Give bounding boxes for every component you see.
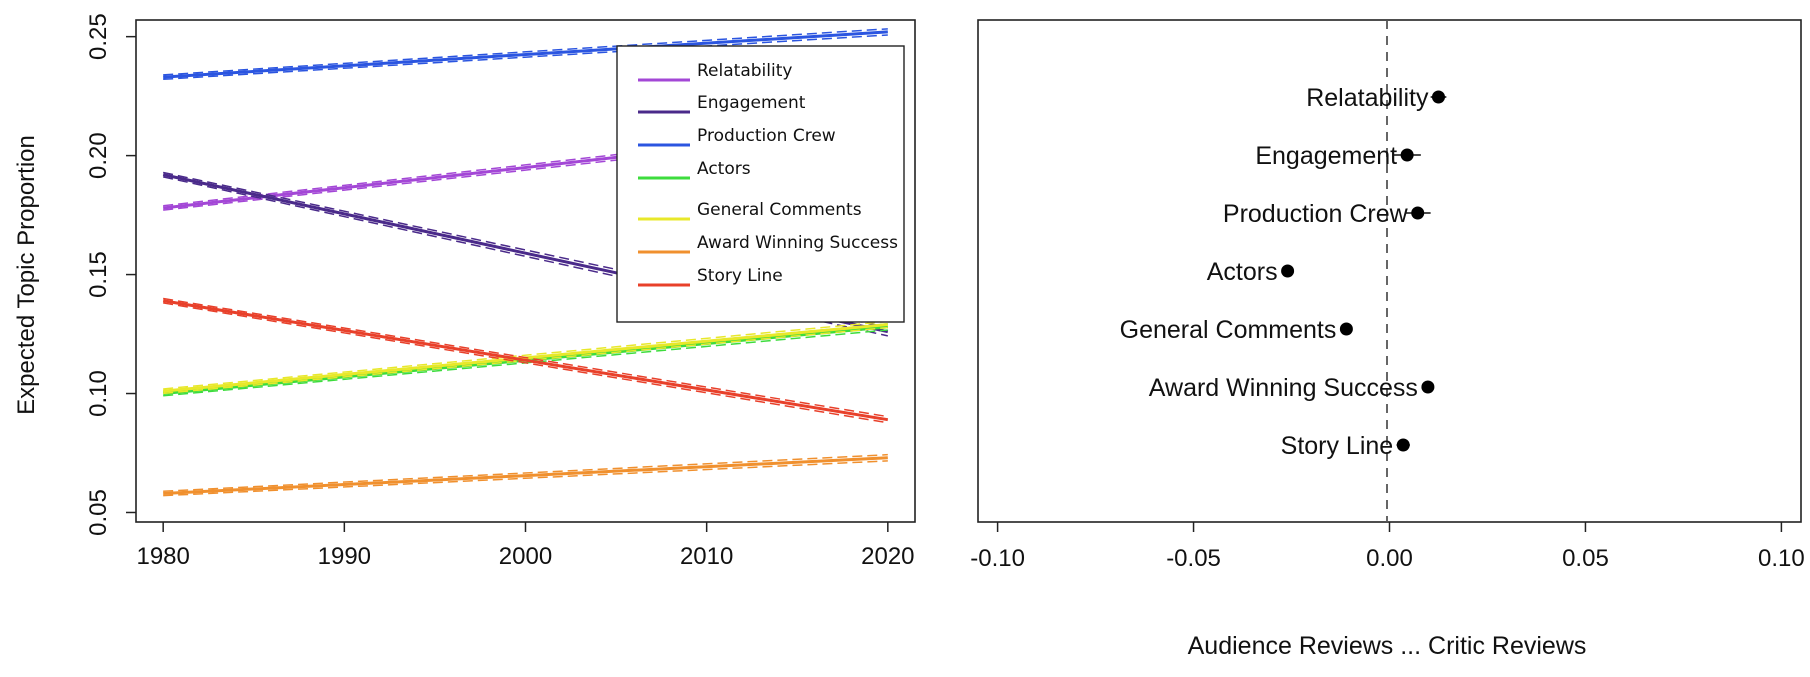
x-tick-label: 2000 (499, 543, 552, 570)
point-label: Engagement (1255, 142, 1397, 170)
point-estimate (1421, 380, 1435, 394)
legend-label: Engagement (697, 93, 806, 113)
legend: Relatability Engagement Production Crew Act… (616, 45, 905, 323)
legend-item: Actors (638, 159, 751, 180)
x-axis-label: Audience Reviews ... Critic Reviews (1188, 632, 1587, 660)
series-production-crew (163, 28, 888, 81)
legend-label: Story Line (697, 266, 783, 286)
series-award-winning-success (163, 453, 888, 497)
confidence-band-upper (163, 320, 888, 390)
legend-item: Story Line (638, 266, 783, 287)
y-axis: 0.05 0.10 0.15 0.20 0.25 (85, 13, 136, 536)
point-estimate (1431, 90, 1445, 104)
legend-label: Actors (697, 159, 751, 179)
y-tick-label: 0.25 (85, 13, 112, 60)
coefficient-plot-panel: Relatability Engagement Production Crew Act… (970, 19, 1805, 660)
legend-item: Engagement (638, 93, 806, 114)
coefficient-row: Actors (1207, 258, 1295, 286)
legend-item: Relatability (638, 61, 792, 82)
coefficient-row: Relatability (1306, 84, 1447, 112)
point-label: Actors (1207, 258, 1278, 286)
series-story-line (162, 297, 889, 424)
y-axis-label: Expected Topic Proportion (13, 135, 40, 415)
legend-items: Relatability Engagement Production Crew Act… (638, 61, 898, 287)
legend-label: General Comments (697, 200, 862, 220)
point-label: General Comments (1120, 316, 1337, 344)
point-label: Relatability (1306, 84, 1429, 112)
y-tick-label: 0.10 (85, 370, 112, 417)
coefficient-row: Engagement (1255, 142, 1421, 170)
legend-box (616, 45, 905, 323)
legend-item: Production Crew (638, 126, 836, 147)
coefficient-row: Award Winning Success (1149, 374, 1435, 402)
point-estimate (1339, 322, 1353, 336)
x-tick-label: 2020 (861, 543, 914, 570)
y-tick-label: 0.20 (85, 132, 112, 179)
confidence-band-lower (163, 34, 888, 81)
coefficient-row: General Comments (1120, 316, 1353, 344)
legend-item: Award Winning Success (638, 233, 898, 254)
confidence-band-upper (163, 28, 888, 76)
point-estimate (1400, 148, 1414, 162)
x-tick-label: 0.10 (1758, 545, 1805, 572)
series-line (163, 456, 888, 495)
y-tick-label: 0.15 (85, 251, 112, 298)
coefficient-row: Story Line (1281, 432, 1410, 460)
confidence-band-upper (163, 453, 888, 492)
point-label: Production Crew (1223, 200, 1409, 228)
y-tick-label: 0.05 (85, 489, 112, 536)
coefficient-row: Production Crew (1223, 200, 1431, 228)
x-tick-label: 2010 (680, 543, 733, 570)
legend-label: Production Crew (697, 126, 836, 146)
x-tick-label: 1990 (318, 543, 371, 570)
confidence-band-lower (163, 302, 888, 424)
x-tick-label: 1980 (136, 543, 189, 570)
x-tick-label: 0.00 (1366, 545, 1413, 572)
confidence-band-upper (163, 297, 888, 418)
series-line (163, 30, 888, 79)
coefficient-points: Relatability Engagement Production Crew Act… (1120, 84, 1447, 460)
point-label: Award Winning Success (1149, 374, 1418, 402)
series-line (162, 299, 889, 422)
confidence-band-lower (163, 460, 888, 497)
point-estimate (1411, 206, 1425, 220)
x-tick-label: -0.05 (1166, 545, 1221, 572)
legend-label: Relatability (697, 61, 792, 81)
x-tick-label: 0.05 (1562, 545, 1609, 572)
point-label: Story Line (1281, 432, 1394, 460)
x-tick-label: -0.10 (970, 545, 1025, 572)
x-axis: -0.10 -0.05 0.00 0.05 0.10 (970, 522, 1805, 572)
legend-item: General Comments (638, 200, 862, 221)
x-axis: 1980 1990 2000 2010 2020 (136, 522, 915, 570)
line-chart-panel: 1980 1990 2000 2010 2020 0.05 0.10 0.15 0.20 0.2… (13, 13, 916, 570)
legend-label: Award Winning Success (697, 233, 898, 253)
point-estimate (1281, 264, 1295, 278)
point-estimate (1396, 438, 1410, 452)
